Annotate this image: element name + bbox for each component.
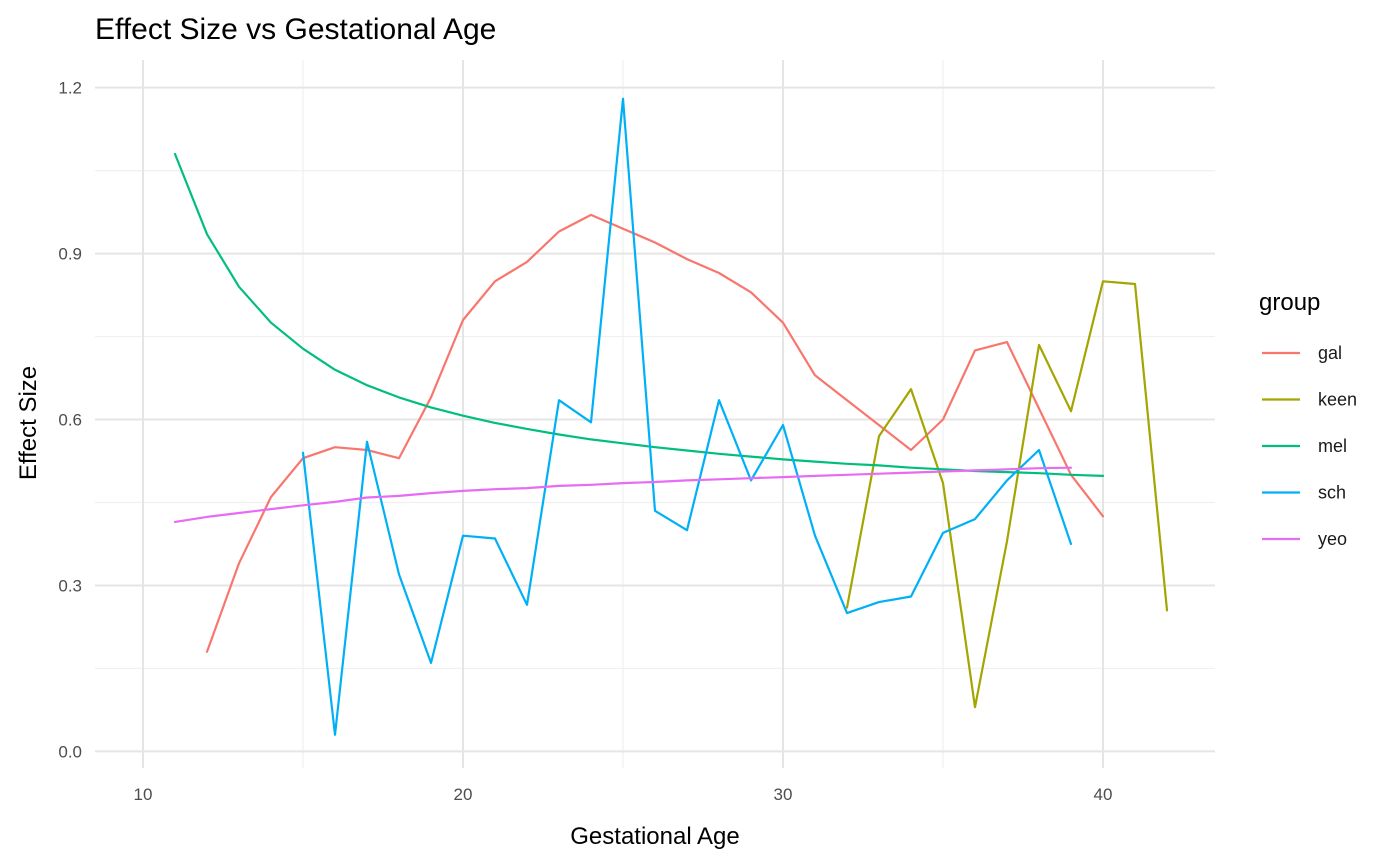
x-tick-label: 10 — [134, 785, 153, 804]
legend-label-yeo: yeo — [1318, 529, 1347, 549]
legend-label-keen: keen — [1318, 390, 1357, 410]
series-lines — [173, 97, 1169, 736]
legend-items: gal keen mel sch yeo — [1262, 343, 1357, 549]
y-axis-title: Effect Size — [15, 366, 42, 480]
series-line-yeo — [173, 466, 1073, 523]
chart-title: Effect Size vs Gestational Age — [95, 13, 496, 46]
x-axis-title: Gestational Age — [570, 823, 739, 850]
x-tick-label: 40 — [1094, 785, 1113, 804]
minor-gridlines — [95, 60, 1215, 768]
y-tick-label: 0.9 — [58, 245, 82, 264]
series-line-sch — [301, 97, 1073, 736]
legend-label-sch: sch — [1318, 483, 1346, 503]
y-tick-label: 0.0 — [58, 742, 82, 761]
y-tick-label: 1.2 — [58, 79, 82, 98]
legend-label-gal: gal — [1318, 343, 1342, 363]
x-tick-label: 20 — [454, 785, 473, 804]
legend-title: group — [1259, 289, 1320, 316]
series-line-mel — [173, 152, 1105, 477]
major-gridlines — [95, 60, 1215, 768]
legend: group gal keen mel sch yeo — [1259, 289, 1357, 549]
series-line-keen — [845, 280, 1169, 709]
y-tick-label: 0.3 — [58, 576, 82, 595]
y-axis-tick-labels: 0.0 0.3 0.6 0.9 1.2 — [58, 79, 82, 762]
y-tick-label: 0.6 — [58, 411, 82, 430]
x-tick-label: 30 — [774, 785, 793, 804]
legend-label-mel: mel — [1318, 436, 1347, 456]
series-line-gal — [205, 213, 1105, 653]
x-axis-tick-labels: 10 20 30 40 — [134, 785, 1113, 804]
